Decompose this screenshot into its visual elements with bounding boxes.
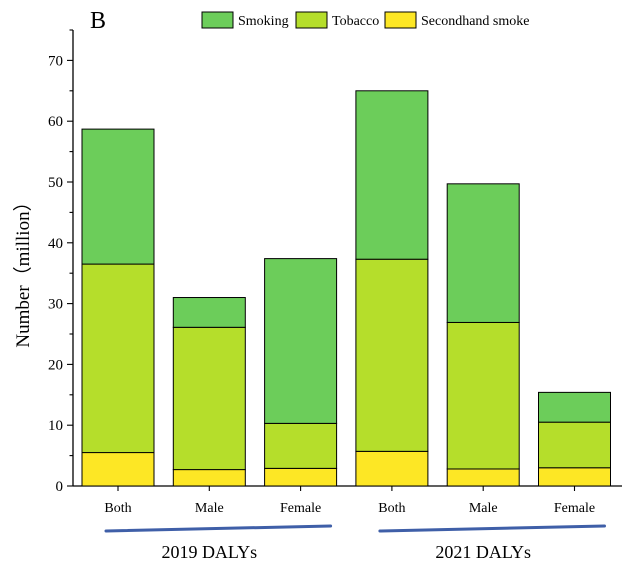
bar-segment-secondhand-smoke bbox=[538, 467, 611, 487]
y-tick-label: 40 bbox=[48, 236, 63, 252]
bar-segment-smoking bbox=[81, 128, 155, 265]
x-tick-label: Both bbox=[104, 501, 131, 516]
y-tick-label: 30 bbox=[48, 297, 63, 313]
bar-segment-secondhand-smoke bbox=[264, 467, 338, 487]
bar-segment-tobacco bbox=[264, 422, 338, 469]
y-tick-label: 0 bbox=[56, 479, 64, 495]
x-tick-label: Female bbox=[554, 501, 595, 516]
y-axis: 0 10 20 30 40 50 60 70 bbox=[48, 29, 74, 495]
bar-segment-secondhand-smoke bbox=[355, 450, 429, 487]
bar-segment-smoking bbox=[355, 90, 429, 260]
bar-segment-smoking bbox=[264, 258, 338, 424]
bar-segment-secondhand-smoke bbox=[446, 468, 520, 487]
x-tick-label: Female bbox=[280, 501, 321, 516]
legend-swatch bbox=[295, 11, 328, 29]
group-underline bbox=[104, 524, 333, 533]
legend-label: Secondhand smoke bbox=[421, 14, 529, 29]
y-axis-title: Number（million） bbox=[12, 192, 34, 347]
x-tick-label: Male bbox=[195, 501, 224, 516]
bar-segment-tobacco bbox=[355, 258, 429, 452]
group-labels: 2019 DALYs 2021 DALYs bbox=[104, 524, 606, 562]
legend-swatch bbox=[384, 11, 417, 29]
legend-swatch bbox=[201, 11, 234, 29]
panel-label: B bbox=[90, 8, 106, 34]
bar-segment-tobacco bbox=[81, 263, 155, 454]
y-tick-label: 70 bbox=[48, 53, 63, 69]
y-tick-label: 20 bbox=[48, 357, 63, 373]
x-axis: Both Male Female Both Male Female bbox=[73, 485, 622, 516]
bar-segment-tobacco bbox=[172, 326, 246, 471]
bar-segment-tobacco bbox=[446, 321, 520, 470]
y-tick-label: 50 bbox=[48, 175, 63, 191]
bar-segment-smoking bbox=[172, 297, 246, 328]
bar-segment-smoking bbox=[446, 183, 520, 323]
y-tick-label: 60 bbox=[48, 114, 63, 130]
bar-segment-secondhand-smoke bbox=[172, 469, 246, 487]
legend-label: Smoking bbox=[238, 14, 289, 29]
bar-segment-tobacco bbox=[538, 421, 611, 469]
bar-segment-smoking bbox=[538, 391, 611, 423]
bar-segment-secondhand-smoke bbox=[81, 452, 155, 487]
y-tick-label: 10 bbox=[48, 418, 63, 434]
bars bbox=[81, 90, 611, 487]
legend: Smoking Tobacco Secondhand smoke bbox=[201, 11, 529, 29]
group-underline bbox=[378, 524, 606, 533]
group-label: 2021 DALYs bbox=[435, 542, 531, 562]
x-tick-label: Male bbox=[469, 501, 498, 516]
x-tick-label: Both bbox=[378, 501, 405, 516]
legend-label: Tobacco bbox=[332, 14, 379, 29]
group-label: 2019 DALYs bbox=[161, 542, 257, 562]
